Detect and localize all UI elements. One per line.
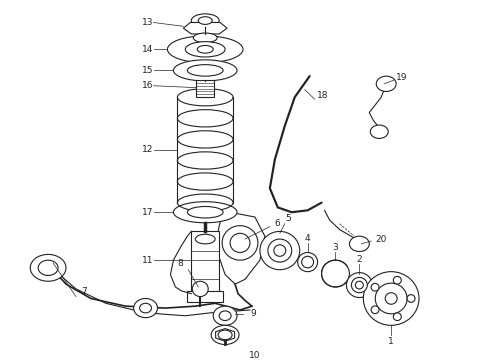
Ellipse shape	[407, 294, 415, 302]
Ellipse shape	[140, 303, 151, 313]
Bar	[191, 231, 219, 294]
Ellipse shape	[393, 276, 401, 284]
Polygon shape	[216, 329, 235, 341]
Ellipse shape	[211, 325, 239, 345]
Text: 10: 10	[249, 351, 261, 360]
Text: 17: 17	[142, 208, 153, 217]
Ellipse shape	[371, 283, 379, 291]
Text: 6: 6	[274, 219, 280, 228]
Text: 7: 7	[81, 287, 87, 296]
Ellipse shape	[173, 60, 237, 81]
Ellipse shape	[192, 281, 208, 297]
Ellipse shape	[274, 245, 286, 256]
Ellipse shape	[134, 298, 157, 318]
Bar	[187, 291, 223, 302]
Ellipse shape	[187, 65, 223, 76]
Text: 2: 2	[357, 255, 362, 264]
Ellipse shape	[268, 239, 292, 262]
Ellipse shape	[363, 272, 419, 325]
Ellipse shape	[185, 42, 225, 57]
Text: 5: 5	[285, 215, 291, 224]
Ellipse shape	[197, 45, 213, 53]
Ellipse shape	[187, 207, 223, 218]
Ellipse shape	[393, 313, 401, 320]
Ellipse shape	[219, 311, 231, 320]
Text: 12: 12	[142, 145, 153, 154]
Text: 20: 20	[375, 235, 387, 244]
Ellipse shape	[260, 231, 300, 270]
Ellipse shape	[30, 255, 66, 281]
Text: 16: 16	[142, 81, 153, 90]
Ellipse shape	[371, 306, 379, 314]
Text: 9: 9	[250, 309, 256, 318]
Ellipse shape	[196, 234, 215, 244]
Ellipse shape	[173, 202, 237, 223]
Ellipse shape	[375, 283, 407, 314]
Ellipse shape	[168, 36, 243, 63]
Polygon shape	[183, 22, 227, 34]
Ellipse shape	[191, 14, 219, 27]
Ellipse shape	[298, 252, 318, 272]
Ellipse shape	[213, 306, 237, 325]
Text: 19: 19	[396, 73, 408, 82]
Ellipse shape	[38, 260, 58, 275]
Text: 8: 8	[177, 260, 183, 269]
Text: 11: 11	[142, 256, 153, 265]
Text: 13: 13	[142, 18, 153, 27]
Bar	[196, 80, 214, 97]
Ellipse shape	[198, 17, 212, 24]
Text: 15: 15	[142, 66, 153, 75]
Ellipse shape	[370, 125, 388, 139]
Ellipse shape	[385, 293, 397, 304]
Ellipse shape	[222, 226, 258, 260]
Text: 18: 18	[317, 91, 328, 100]
Text: 1: 1	[388, 337, 394, 346]
Ellipse shape	[302, 256, 314, 268]
Ellipse shape	[376, 76, 396, 91]
Text: 14: 14	[142, 45, 153, 54]
Ellipse shape	[349, 236, 369, 252]
Ellipse shape	[218, 330, 232, 340]
Polygon shape	[215, 212, 265, 284]
Text: 3: 3	[333, 243, 339, 252]
Ellipse shape	[346, 273, 372, 297]
Ellipse shape	[193, 33, 217, 42]
Ellipse shape	[230, 233, 250, 252]
Ellipse shape	[351, 278, 368, 293]
Ellipse shape	[355, 281, 363, 289]
Text: 4: 4	[305, 234, 311, 243]
